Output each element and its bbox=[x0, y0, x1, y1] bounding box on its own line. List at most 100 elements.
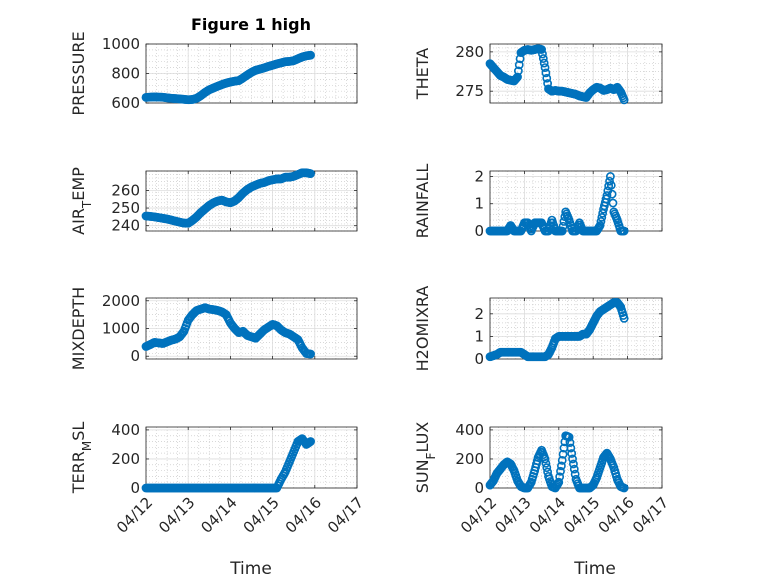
data-point bbox=[619, 483, 629, 493]
y-axis-label: RAINFALL bbox=[413, 164, 432, 239]
data-point bbox=[619, 95, 629, 105]
x-tick-label: 04/15 bbox=[240, 494, 283, 537]
data-point bbox=[554, 477, 564, 487]
data-point-interp bbox=[597, 212, 607, 222]
axes-frame bbox=[145, 170, 358, 232]
data-point-interp bbox=[567, 449, 577, 458]
x-tick-label: 04/13 bbox=[491, 494, 534, 537]
data-point-interp bbox=[541, 458, 551, 468]
y-tick-label: 1000 bbox=[102, 320, 140, 338]
y-tick-label: 1 bbox=[474, 195, 484, 213]
data-point bbox=[537, 45, 546, 54]
data-point-interp bbox=[542, 463, 552, 473]
data-point-interp bbox=[514, 60, 524, 70]
y-tick-label: 1 bbox=[474, 327, 484, 345]
series-markers bbox=[141, 303, 315, 359]
y-tick-label: 2 bbox=[474, 167, 484, 185]
data-point bbox=[540, 454, 550, 464]
y-tick-label: 0 bbox=[474, 222, 484, 240]
data-point-interp bbox=[541, 68, 551, 78]
y-tick-label: 250 bbox=[111, 199, 140, 217]
y-tick-label: 2 bbox=[474, 305, 484, 323]
y-tick-label: 0 bbox=[474, 479, 484, 497]
y-tick-label: 200 bbox=[111, 450, 140, 468]
data-point bbox=[619, 226, 629, 236]
data-point bbox=[606, 172, 615, 181]
data-point bbox=[306, 437, 315, 446]
y-axis-label: H2OMIXRA bbox=[413, 286, 432, 372]
x-tick-label: 04/13 bbox=[155, 494, 198, 537]
data-point bbox=[306, 349, 315, 359]
subplot-6: 0 1 2 H2OMIXRA bbox=[413, 286, 663, 372]
series-markers bbox=[141, 168, 315, 228]
y-tick-label: 2000 bbox=[102, 292, 140, 310]
x-tick-label: 04/12 bbox=[457, 494, 500, 537]
x-tick-label: 04/12 bbox=[113, 494, 156, 537]
data-point-interp bbox=[569, 459, 578, 469]
y-axis-label: THETA bbox=[413, 48, 432, 100]
x-tick-label: 04/16 bbox=[282, 494, 325, 537]
data-point-interp bbox=[606, 180, 616, 190]
series-markers bbox=[485, 172, 629, 236]
data-point-interp bbox=[605, 176, 614, 186]
data-point-interp bbox=[538, 49, 547, 59]
data-point-interp bbox=[566, 443, 576, 453]
subplot-1: 600 800 1000 PRESSURE bbox=[69, 31, 358, 116]
axes-frame bbox=[489, 43, 663, 104]
data-point-interp bbox=[539, 58, 549, 68]
data-point-interp bbox=[556, 461, 566, 471]
series-markers bbox=[485, 44, 629, 105]
series-markers bbox=[485, 431, 629, 493]
x-tick-label: 04/14 bbox=[197, 494, 240, 537]
y-tick-label: 260 bbox=[111, 181, 140, 199]
y-tick-label: 240 bbox=[111, 217, 140, 235]
data-point-interp bbox=[178, 328, 188, 338]
y-tick-label: 280 bbox=[455, 43, 484, 61]
y-tick-label: 400 bbox=[455, 421, 484, 439]
subplot-5: 0 1000 2000 MIXDEPTH bbox=[69, 287, 358, 370]
subplot-2: 275 280 THETA bbox=[413, 43, 663, 105]
x-tick-label: 04/16 bbox=[595, 494, 638, 537]
y-tick-label: 400 bbox=[111, 421, 140, 439]
data-point-interp bbox=[513, 66, 523, 76]
data-point bbox=[306, 169, 315, 179]
x-tick-label: 04/14 bbox=[526, 494, 569, 537]
data-point bbox=[513, 72, 522, 82]
y-axis-label: TERRMSL bbox=[69, 422, 94, 495]
data-point-interp bbox=[542, 73, 552, 83]
data-point-interp bbox=[569, 464, 579, 474]
data-point-interp bbox=[538, 54, 548, 63]
data-point-interp bbox=[596, 217, 606, 226]
data-point bbox=[568, 454, 577, 464]
data-point bbox=[564, 432, 574, 442]
data-point-interp bbox=[607, 189, 617, 199]
series-markers bbox=[141, 50, 315, 105]
y-axis-label: MIXDEPTH bbox=[69, 287, 88, 370]
x-axis-label-left: Time bbox=[229, 559, 272, 579]
y-tick-label: 600 bbox=[111, 94, 140, 112]
y-tick-label: 0 bbox=[130, 479, 140, 497]
data-point bbox=[306, 50, 315, 60]
y-tick-label: 1000 bbox=[102, 35, 140, 53]
y-tick-label: 800 bbox=[111, 65, 140, 83]
data-point-interp bbox=[555, 472, 565, 482]
data-point-interp bbox=[565, 438, 575, 448]
x-tick-label: 04/17 bbox=[324, 494, 367, 537]
data-point bbox=[540, 63, 550, 72]
data-point-interp bbox=[556, 466, 565, 476]
data-point bbox=[602, 191, 612, 200]
data-point bbox=[619, 313, 629, 323]
series-markers bbox=[141, 434, 315, 493]
subplot-4: 0 1 2 RAINFALL bbox=[413, 164, 663, 240]
figure-title: Figure 1 high bbox=[191, 15, 311, 34]
data-point bbox=[595, 221, 605, 230]
y-axis-label: AIRTEMP bbox=[69, 167, 94, 235]
data-point-interp bbox=[608, 198, 618, 208]
series-markers bbox=[485, 298, 629, 362]
data-point bbox=[557, 226, 567, 236]
data-point bbox=[557, 456, 567, 465]
